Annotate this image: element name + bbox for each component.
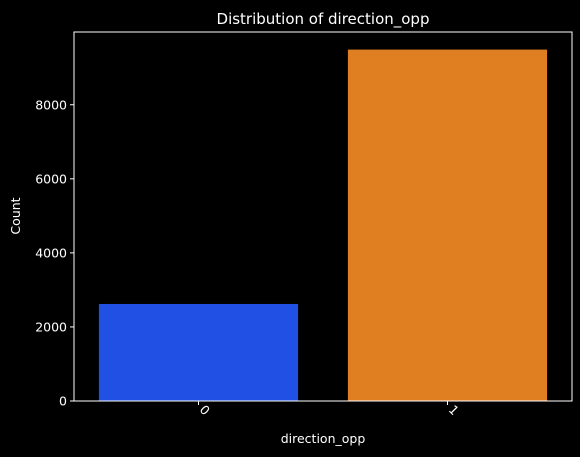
- y-tick-label: 4000: [35, 245, 67, 260]
- bars-group: [98, 49, 548, 402]
- x-tick-label: 1: [446, 402, 462, 418]
- chart-title: Distribution of direction_opp: [217, 10, 430, 29]
- y-axis: 0 2000 4000 6000 8000: [35, 97, 74, 409]
- y-tick-label: 2000: [35, 319, 67, 334]
- x-axis-label: direction_opp: [281, 431, 366, 446]
- y-tick-label: 6000: [35, 171, 67, 186]
- y-axis-label: Count: [8, 197, 23, 234]
- bar-1: [347, 49, 548, 402]
- y-tick-label: 0: [59, 394, 67, 409]
- x-tick-label: 0: [197, 402, 213, 418]
- plot-frame: [73, 31, 573, 402]
- y-tick-label: 8000: [35, 97, 67, 112]
- bar-0: [98, 303, 299, 401]
